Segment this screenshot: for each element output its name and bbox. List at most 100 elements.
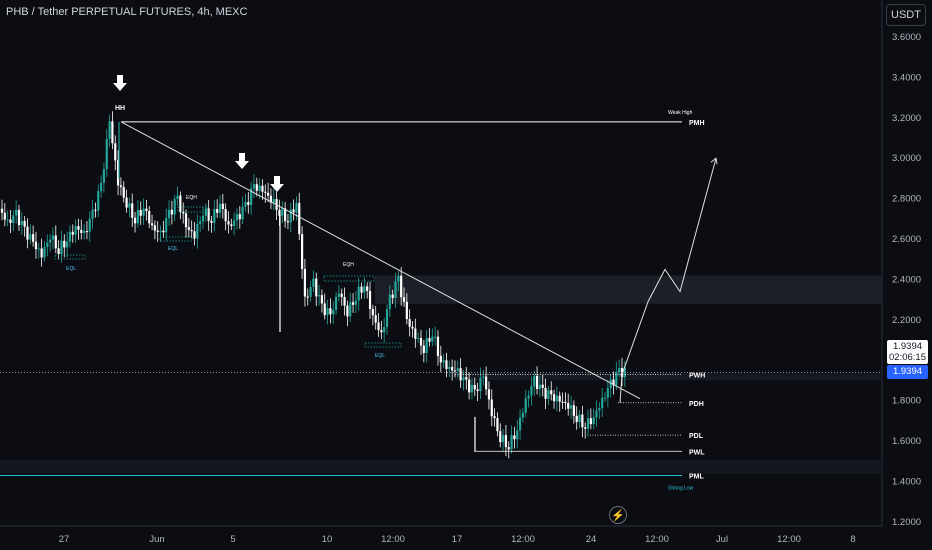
candle-body — [320, 295, 324, 304]
candle-body — [153, 225, 156, 231]
y-tick-label: 1.8000 — [892, 396, 921, 407]
candle-body — [68, 231, 72, 242]
candle-body — [349, 302, 352, 317]
candle-body — [162, 230, 165, 233]
candle-body — [77, 226, 80, 230]
candle-body — [527, 395, 530, 399]
candle-body — [159, 230, 162, 233]
candle-body — [555, 395, 558, 402]
candle-body — [170, 209, 173, 215]
candle-body — [230, 224, 233, 227]
candle-body — [193, 231, 196, 239]
candle-body — [184, 213, 188, 228]
x-tick-label: 10 — [322, 534, 333, 545]
candle-body — [244, 202, 247, 207]
candle-body — [196, 223, 199, 239]
candle-body — [371, 308, 374, 316]
hh-label: HH — [115, 105, 125, 112]
candle-body — [63, 240, 66, 248]
candle-body — [176, 195, 179, 199]
candle-body — [380, 330, 383, 333]
candle-body — [366, 286, 369, 291]
bar-countdown: 02:06:15 — [889, 352, 926, 363]
candle-body — [15, 209, 18, 216]
pml-label: PML — [689, 474, 705, 481]
candle-body — [451, 366, 454, 371]
candle-body — [300, 234, 304, 269]
candle-body — [377, 322, 380, 331]
candle-body — [286, 221, 290, 223]
candle-body — [485, 376, 488, 390]
candle-body — [267, 192, 270, 196]
eql-box-1 — [54, 254, 86, 260]
candle-body — [312, 278, 315, 287]
candle-body — [434, 336, 437, 338]
x-tick-label: Jun — [149, 534, 164, 545]
supply-zone — [375, 275, 882, 304]
candle-body — [442, 360, 445, 363]
candle-body — [182, 211, 185, 214]
pdl-label: PDL — [689, 433, 704, 440]
strong-low-label: Strong Low — [668, 486, 694, 492]
candle-body — [493, 416, 496, 419]
candle-body — [315, 278, 318, 297]
candle-body — [363, 286, 366, 293]
candle-body — [57, 248, 60, 254]
candle-body — [150, 223, 154, 226]
candle-body — [360, 286, 363, 293]
candle-body — [12, 215, 15, 223]
eql-label-2: EQL — [168, 246, 178, 252]
candle-body — [238, 214, 241, 220]
lightning-icon[interactable]: ⚡ — [609, 506, 627, 524]
candle-body — [255, 184, 258, 191]
candle-body — [131, 203, 134, 218]
candle-body — [139, 210, 142, 216]
y-tick-label: 1.4000 — [892, 477, 921, 488]
candle-body — [462, 377, 465, 381]
down-arrow-icon — [270, 176, 284, 192]
projection-arrowhead — [710, 157, 718, 165]
candle-body — [216, 209, 219, 213]
candle-body — [49, 239, 52, 243]
candle-body — [340, 293, 343, 298]
pwl-label: PWL — [689, 449, 705, 456]
candle-body — [351, 302, 355, 305]
candle-body — [221, 203, 224, 210]
y-tick-label: 3.6000 — [892, 32, 921, 43]
candle-body — [26, 226, 29, 240]
pml-zone — [0, 459, 882, 474]
candle-body — [306, 296, 309, 298]
candle-body — [516, 430, 519, 440]
candle-body — [468, 379, 471, 393]
eql-box-3 — [364, 342, 402, 348]
y-tick-label: 2.4000 — [892, 274, 921, 285]
last-price-tag: 1.9394 — [887, 365, 928, 379]
candle-body — [97, 191, 100, 211]
candle-body — [148, 210, 151, 224]
candle-body — [564, 401, 567, 403]
candle-body — [111, 121, 114, 144]
candle-body — [592, 417, 595, 425]
candle-body — [533, 375, 536, 387]
candle-body — [88, 218, 91, 232]
candle-body — [116, 160, 120, 186]
candle-body — [108, 121, 111, 139]
candle-body — [261, 185, 264, 192]
candle-body — [569, 405, 573, 409]
candle-body — [32, 234, 35, 242]
currency-button[interactable]: USDT — [886, 4, 926, 26]
candle-body — [558, 395, 561, 402]
candle-body — [550, 390, 553, 395]
eql-label-3: EQL — [375, 353, 385, 359]
candle-body — [541, 384, 544, 388]
candle-body — [618, 367, 621, 373]
candle-body — [34, 241, 38, 250]
candle-body — [71, 231, 74, 235]
candle-body — [603, 397, 607, 399]
x-tick-label: 12:00 — [381, 534, 405, 545]
pmh-label: PMH — [689, 120, 705, 127]
candle-body — [74, 226, 77, 235]
candle-body — [272, 199, 275, 203]
candle-body — [501, 434, 505, 443]
